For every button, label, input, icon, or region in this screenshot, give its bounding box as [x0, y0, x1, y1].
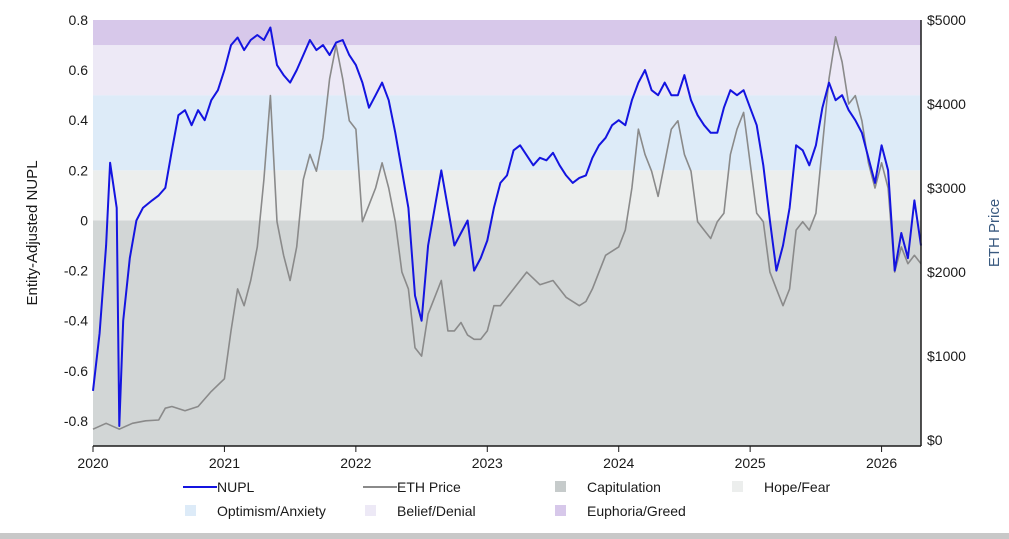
y-tick-label: 0.2 — [69, 162, 89, 178]
series-line-nupl — [92, 26, 922, 427]
legend: NUPL ETH Price Capitulation Hope/Fear Optimi… — [183, 479, 830, 519]
legend-swatch-capitulation — [555, 481, 566, 492]
x-tick-label: 2022 — [340, 455, 371, 471]
y2-tick-label: $5000 — [927, 12, 966, 28]
y-tick-label: 0.8 — [69, 12, 89, 28]
y2-tick-label: $3000 — [927, 180, 966, 196]
y-tick-label: -0.8 — [64, 413, 88, 429]
legend-swatch-belief-denial — [365, 505, 376, 516]
zone-hope-fear — [93, 170, 921, 221]
y-axis-title: Entity-Adjusted NUPL — [24, 160, 41, 305]
x-tick-label: 2025 — [735, 455, 766, 471]
zone-euphoria-greed — [93, 20, 921, 46]
x-tick-label: 2026 — [866, 455, 897, 471]
chart-series — [92, 26, 922, 430]
legend-label-hope-fear: Hope/Fear — [764, 479, 830, 495]
y-tick-label: -0.2 — [64, 263, 88, 279]
footer-bar — [0, 533, 1009, 539]
x-tick-label: 2021 — [209, 455, 240, 471]
legend-label-nupl: NUPL — [217, 479, 255, 495]
y2-tick-label: $1000 — [927, 348, 966, 364]
x-tick-label: 2023 — [472, 455, 503, 471]
x-tick-label: 2020 — [77, 455, 108, 471]
y-tick-label: 0 — [80, 212, 88, 228]
y2-tick-label: $2000 — [927, 264, 966, 280]
y2-tick-label: $4000 — [927, 96, 966, 112]
y2-axis-title: ETH Price — [986, 199, 1003, 267]
y-tick-label: -0.6 — [64, 363, 88, 379]
y-tick-label: 0.6 — [69, 62, 89, 78]
legend-swatch-euphoria-greed — [555, 505, 566, 516]
sentiment-zones — [93, 20, 921, 446]
y-tick-label: 0.4 — [69, 112, 89, 128]
zone-belief-denial — [93, 45, 921, 96]
x-tick-label: 2024 — [603, 455, 634, 471]
series-line-eth-price — [92, 36, 922, 430]
y-tick-label: -0.4 — [64, 313, 88, 329]
legend-label-eth-price: ETH Price — [397, 479, 461, 495]
legend-swatch-hope-fear — [732, 481, 743, 492]
legend-label-capitulation: Capitulation — [587, 479, 661, 495]
zone-capitulation — [93, 220, 921, 446]
chart-axes: 2020 2021 2022 2023 2024 2025 2026 0.8 0.6 0.4 0.2… — [64, 12, 966, 471]
zone-optimism-anxiety — [93, 95, 921, 171]
legend-swatch-optimism-anxiety — [185, 505, 196, 516]
legend-label-belief-denial: Belief/Denial — [397, 503, 476, 519]
legend-label-euphoria-greed: Euphoria/Greed — [587, 503, 686, 519]
y2-tick-label: $0 — [927, 432, 943, 448]
legend-label-optimism-anxiety: Optimism/Anxiety — [217, 503, 326, 519]
